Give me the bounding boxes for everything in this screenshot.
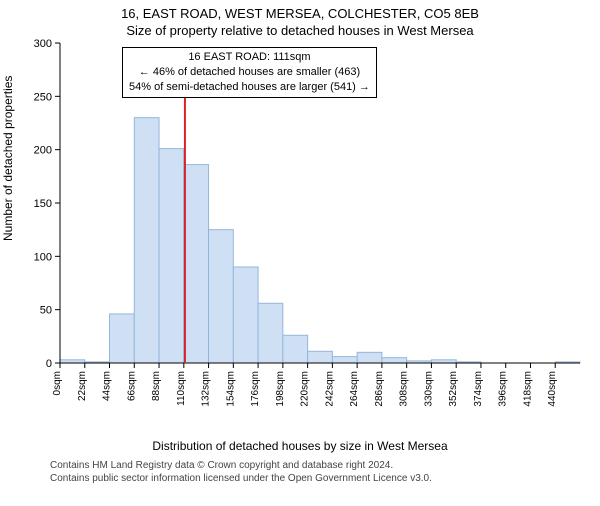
svg-text:440sqm: 440sqm <box>547 371 558 407</box>
annotation-line-3: 54% of semi-detached houses are larger (… <box>129 80 370 95</box>
svg-text:286sqm: 286sqm <box>374 371 385 407</box>
svg-text:100: 100 <box>34 251 52 263</box>
page-title-address: 16, EAST ROAD, WEST MERSEA, COLCHESTER, … <box>0 6 600 21</box>
svg-text:150: 150 <box>34 198 52 210</box>
svg-text:154sqm: 154sqm <box>225 371 236 407</box>
svg-text:0: 0 <box>46 358 52 370</box>
svg-text:88sqm: 88sqm <box>151 371 162 401</box>
svg-text:330sqm: 330sqm <box>423 371 434 407</box>
svg-text:0sqm: 0sqm <box>52 371 63 395</box>
svg-text:44sqm: 44sqm <box>102 371 113 401</box>
footer-line-2: Contains public sector information licen… <box>50 472 600 485</box>
svg-text:264sqm: 264sqm <box>349 371 360 407</box>
svg-text:308sqm: 308sqm <box>399 371 410 407</box>
annotation-box: 16 EAST ROAD: 111sqm ← 46% of detached h… <box>122 47 377 98</box>
svg-text:110sqm: 110sqm <box>176 371 187 406</box>
svg-text:198sqm: 198sqm <box>275 371 286 407</box>
svg-text:50: 50 <box>40 305 52 317</box>
y-axis-label: Number of detached properties <box>1 75 15 240</box>
svg-text:352sqm: 352sqm <box>448 371 459 407</box>
svg-text:396sqm: 396sqm <box>498 371 509 407</box>
svg-text:22sqm: 22sqm <box>77 371 88 401</box>
histogram-chart: 0 50 100 150 200 250 300 0sqm 22sqm 44sqm 66sqm 88s… <box>0 38 600 438</box>
annotation-line-2: ← 46% of detached houses are smaller (46… <box>129 65 370 80</box>
svg-text:200: 200 <box>34 145 52 157</box>
page-subtitle: Size of property relative to detached ho… <box>0 23 600 38</box>
annotation-line-1: 16 EAST ROAD: 111sqm <box>129 50 370 65</box>
svg-text:374sqm: 374sqm <box>473 371 484 407</box>
chart-container: Number of detached properties 0 50 100 150 2… <box>0 38 600 443</box>
svg-text:176sqm: 176sqm <box>250 371 261 407</box>
svg-text:250: 250 <box>34 91 52 103</box>
svg-text:300: 300 <box>34 38 52 50</box>
svg-text:66sqm: 66sqm <box>126 371 137 401</box>
svg-text:242sqm: 242sqm <box>324 371 335 407</box>
svg-text:418sqm: 418sqm <box>522 371 533 407</box>
footer-attribution: Contains HM Land Registry data © Crown c… <box>0 453 600 485</box>
svg-text:220sqm: 220sqm <box>300 371 311 407</box>
svg-text:132sqm: 132sqm <box>201 371 212 407</box>
footer-line-1: Contains HM Land Registry data © Crown c… <box>50 459 600 472</box>
